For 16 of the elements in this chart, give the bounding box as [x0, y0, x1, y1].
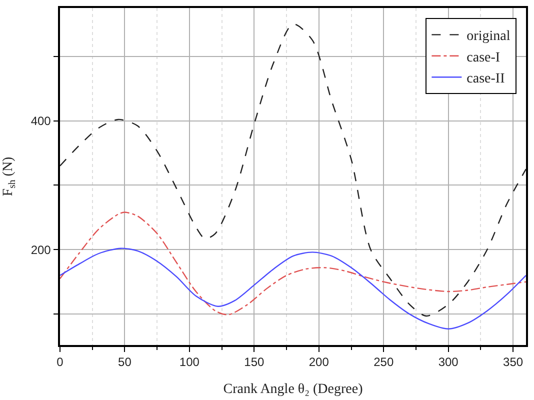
legend-label: case-I — [466, 50, 500, 66]
x-tick-label: 200 — [308, 355, 330, 370]
line-series — [60, 24, 526, 317]
line-series — [60, 248, 526, 330]
x-tick-label: 0 — [56, 355, 64, 370]
x-tick-label: 100 — [179, 355, 200, 370]
x-tick-label: 300 — [438, 355, 459, 370]
x-tick-label: 50 — [118, 355, 132, 370]
x-tick-label: 250 — [374, 355, 394, 370]
x-tick-label: 350 — [503, 355, 524, 370]
legend-label: case-II — [466, 72, 506, 87]
line-series — [60, 212, 526, 316]
x-tick-label: 150 — [244, 355, 264, 370]
y-tick-label: 400 — [30, 114, 52, 128]
legend-label: original — [466, 29, 510, 44]
x-axis-title: Crank Angle θ₂ (Degree) — [223, 382, 364, 397]
